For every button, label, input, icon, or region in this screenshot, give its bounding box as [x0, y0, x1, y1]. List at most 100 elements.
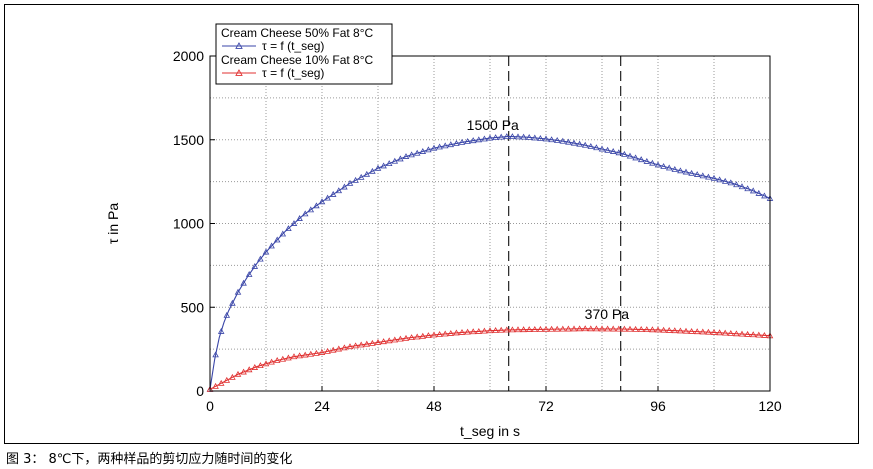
- data-point: [279, 355, 287, 362]
- data-point: [665, 326, 673, 333]
- data-point: [273, 236, 281, 243]
- data-point: [329, 346, 337, 353]
- data-point: [240, 279, 247, 286]
- data-point: [525, 133, 533, 140]
- legend-swatch-50-fat: [222, 42, 256, 49]
- data-point: [755, 331, 763, 338]
- data-point: [721, 177, 729, 184]
- data-point: [688, 169, 695, 176]
- y-tick-label: 500: [181, 299, 205, 315]
- figure-frame: [4, 4, 859, 444]
- time-marker-lines: [508, 56, 622, 391]
- data-point: [710, 328, 718, 335]
- data-point: [525, 326, 533, 332]
- data-point: [262, 248, 270, 255]
- data-point: [307, 206, 315, 213]
- data-point: [727, 330, 735, 336]
- data-point: [727, 179, 735, 186]
- data-point: [245, 366, 253, 373]
- data-point: [279, 230, 287, 237]
- data-point: [324, 194, 331, 201]
- data-point: [397, 155, 404, 162]
- data-point: [604, 146, 611, 153]
- data-point: [621, 325, 628, 332]
- data-point: [436, 143, 443, 150]
- data-point: [453, 140, 460, 146]
- data-point: [514, 133, 522, 140]
- data-point: [301, 210, 309, 217]
- data-series: [206, 133, 774, 392]
- data-point: [408, 151, 415, 158]
- data-point: [587, 143, 595, 149]
- data-point: [738, 330, 746, 337]
- data-point: [497, 133, 505, 140]
- data-point: [688, 327, 695, 334]
- data-point: [324, 347, 331, 354]
- data-point: [570, 325, 578, 332]
- data-point: [346, 179, 354, 186]
- legend-entry-10-fat: τ = f (t_seg): [262, 66, 324, 80]
- y-tick-label: 1000: [173, 216, 204, 232]
- data-point: [335, 345, 343, 352]
- data-point: [649, 326, 656, 333]
- x-tick-label: 48: [426, 398, 442, 414]
- data-point: [733, 330, 740, 337]
- data-point: [341, 183, 348, 190]
- data-point: [733, 181, 740, 188]
- data-point: [469, 328, 477, 335]
- data-point: [296, 215, 303, 221]
- data-point: [492, 134, 499, 141]
- legend-box: [215, 23, 393, 85]
- x-tick-label: 24: [314, 398, 330, 414]
- data-point: [497, 326, 505, 333]
- x-tick-label: 72: [538, 398, 554, 414]
- data-point: [234, 370, 242, 377]
- data-point: [649, 159, 656, 166]
- data-point: [374, 164, 382, 171]
- data-point: [699, 172, 707, 179]
- data-point: [329, 190, 337, 197]
- data-point: [285, 225, 292, 232]
- data-point: [301, 351, 309, 358]
- legend-marker: [235, 42, 243, 49]
- data-point: [223, 311, 231, 318]
- data-point: [290, 353, 298, 360]
- data-point: [565, 138, 572, 145]
- data-point: [481, 135, 488, 142]
- data-point: [430, 144, 438, 151]
- data-point: [626, 152, 634, 159]
- data-point: [369, 339, 376, 346]
- data-point: [475, 136, 483, 143]
- x-axis-label: t_seg in s: [460, 423, 520, 439]
- data-point: [537, 325, 544, 332]
- y-tick-label: 2000: [173, 48, 204, 64]
- data-point: [273, 357, 281, 363]
- data-point: [705, 173, 712, 180]
- data-point: [570, 139, 578, 146]
- data-point: [425, 332, 432, 339]
- legend-entry-50-fat: τ = f (t_seg): [262, 39, 324, 53]
- data-point: [257, 362, 264, 369]
- data-point: [509, 326, 516, 333]
- data-point: [503, 326, 511, 333]
- data-point: [268, 358, 275, 365]
- data-point: [514, 326, 522, 333]
- data-point: [682, 168, 690, 175]
- data-point: [615, 325, 623, 332]
- data-point: [374, 339, 382, 345]
- data-point: [721, 329, 729, 336]
- data-point: [654, 326, 662, 333]
- data-point: [503, 133, 511, 140]
- data-point: [380, 162, 387, 169]
- data-point: [609, 325, 617, 332]
- y-tick-label: 1500: [173, 132, 204, 148]
- data-point: [234, 288, 242, 295]
- data-point: [593, 144, 600, 151]
- data-point: [716, 176, 723, 183]
- data-point: [363, 340, 371, 347]
- data-point: [626, 325, 634, 332]
- data-point: [402, 153, 410, 159]
- data-point: [576, 325, 583, 332]
- data-point: [363, 170, 371, 177]
- y-axis-label: τ in Pa: [105, 203, 121, 245]
